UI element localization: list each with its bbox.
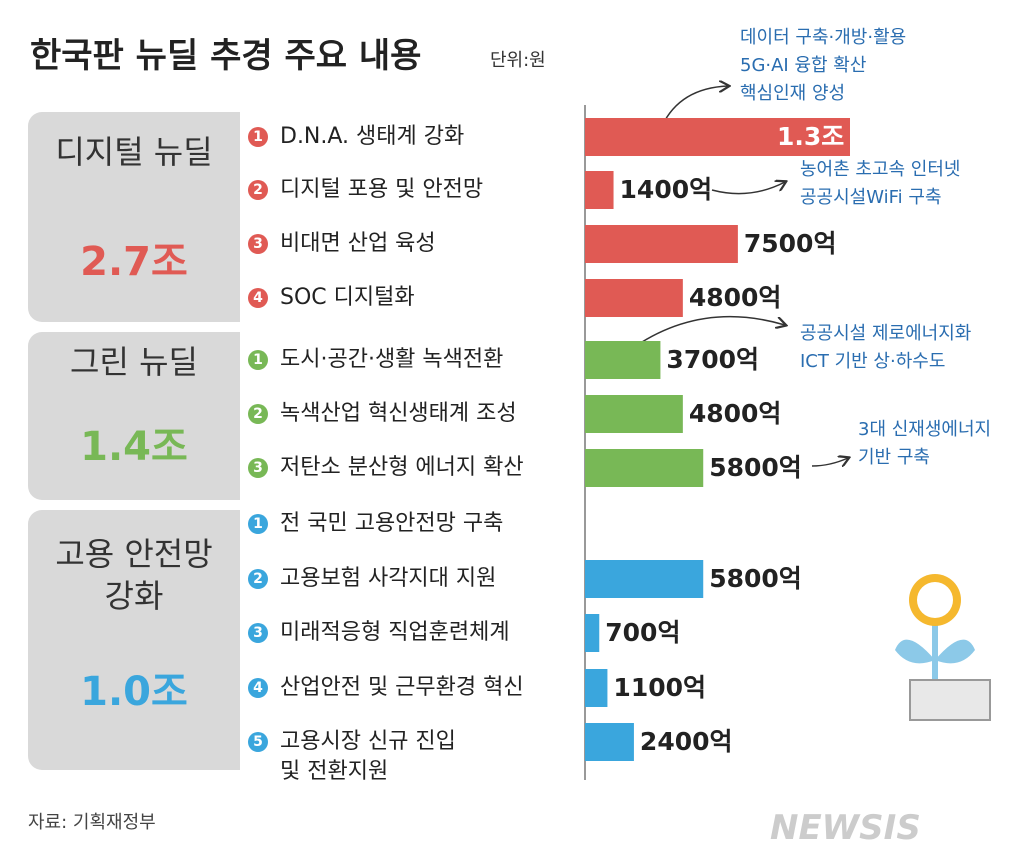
value-label: 2400억 bbox=[639, 727, 733, 756]
bar bbox=[585, 723, 634, 761]
annotation: ICT 기반 상·하수도 bbox=[800, 351, 946, 372]
item-number: 1 bbox=[248, 514, 268, 534]
item-number: 2 bbox=[248, 180, 268, 200]
value-label: 1.3조 bbox=[777, 122, 845, 151]
item-label: 저탄소 분산형 에너지 확산 bbox=[280, 455, 524, 480]
item-label: 전 국민 고용안전망 구축 bbox=[280, 511, 504, 536]
group-panel bbox=[28, 332, 240, 500]
item-number: 4 bbox=[248, 678, 268, 698]
bar bbox=[585, 341, 661, 379]
credit: NEWSIS bbox=[770, 808, 921, 848]
group-total: 2.7조 bbox=[80, 239, 188, 285]
arrow bbox=[629, 315, 785, 351]
item-label: 녹색산업 혁신생태계 조성 bbox=[280, 401, 517, 426]
item-number: 1 bbox=[248, 350, 268, 370]
item-number: 3 bbox=[248, 458, 268, 478]
bar bbox=[585, 171, 614, 209]
value-label: 7500억 bbox=[743, 229, 837, 258]
source: 자료: 기획재정부 bbox=[28, 812, 156, 833]
group-name: 디지털 뉴딜 bbox=[55, 133, 213, 171]
annotation: 5G·AI 융합 확산 bbox=[740, 55, 867, 76]
bar bbox=[585, 669, 608, 707]
plant-icon bbox=[895, 574, 991, 721]
value-label: 1100억 bbox=[613, 673, 707, 702]
item-number: 3 bbox=[248, 234, 268, 254]
value-label: 700억 bbox=[605, 618, 681, 647]
bar bbox=[585, 614, 600, 652]
arrow bbox=[711, 182, 785, 195]
annotation: 기반 구축 bbox=[858, 447, 930, 468]
item-number: 2 bbox=[248, 404, 268, 424]
group-name: 그린 뉴딜 bbox=[70, 343, 198, 381]
item-number: 4 bbox=[248, 288, 268, 308]
annotation: 공공시설 제로에너지화 bbox=[800, 323, 972, 344]
group-total: 1.4조 bbox=[80, 424, 188, 470]
bar bbox=[585, 395, 683, 433]
arrow bbox=[811, 458, 848, 466]
item-number: 1 bbox=[248, 127, 268, 147]
item-label: 미래적응형 직업훈련체계 bbox=[280, 620, 510, 645]
annotation: 핵심인재 양성 bbox=[740, 83, 846, 104]
item-label: 도시·공간·생활 녹색전환 bbox=[280, 347, 504, 372]
item-label: 산업안전 및 근무환경 혁신 bbox=[280, 675, 524, 700]
group-total: 1.0조 bbox=[80, 669, 188, 715]
item-number: 5 bbox=[248, 732, 268, 752]
item-label: 고용보험 사각지대 지원 bbox=[280, 566, 497, 591]
bar bbox=[585, 225, 738, 263]
item-label: D.N.A. 생태계 강화 bbox=[280, 124, 465, 149]
item-number: 2 bbox=[248, 569, 268, 589]
bar bbox=[585, 118, 850, 156]
bar bbox=[585, 449, 704, 487]
item-label: 디지털 포용 및 안전망 bbox=[280, 177, 484, 202]
annotation: 공공시설WiFi 구축 bbox=[800, 187, 942, 208]
value-label: 5800억 bbox=[709, 564, 802, 593]
annotation: 3대 신재생에너지 bbox=[858, 419, 992, 440]
item-number: 3 bbox=[248, 623, 268, 643]
group-name: 고용 안전망 강화 bbox=[55, 535, 213, 615]
group-panel bbox=[28, 510, 240, 770]
value-label: 4800억 bbox=[688, 399, 782, 428]
annotation: 데이터 구축·개방·활용 bbox=[740, 27, 907, 48]
value-label: 5800억 bbox=[709, 453, 802, 482]
title: 한국판 뉴딜 추경 주요 내용 bbox=[30, 36, 422, 76]
unit: 단위:원 bbox=[490, 50, 546, 71]
value-label: 1400억 bbox=[619, 175, 713, 204]
item-label: SOC 디지털화 bbox=[280, 285, 415, 310]
value-label: 4800억 bbox=[688, 283, 782, 312]
bar bbox=[585, 560, 704, 598]
bar bbox=[585, 279, 683, 317]
item-label: 비대면 산업 육성 bbox=[280, 231, 436, 256]
item-label: 고용시장 신규 진입 및 전환지원 bbox=[280, 729, 456, 784]
group-panel bbox=[28, 112, 240, 322]
value-label: 3700억 bbox=[666, 345, 760, 374]
annotation: 농어촌 초고속 인터넷 bbox=[800, 159, 961, 180]
